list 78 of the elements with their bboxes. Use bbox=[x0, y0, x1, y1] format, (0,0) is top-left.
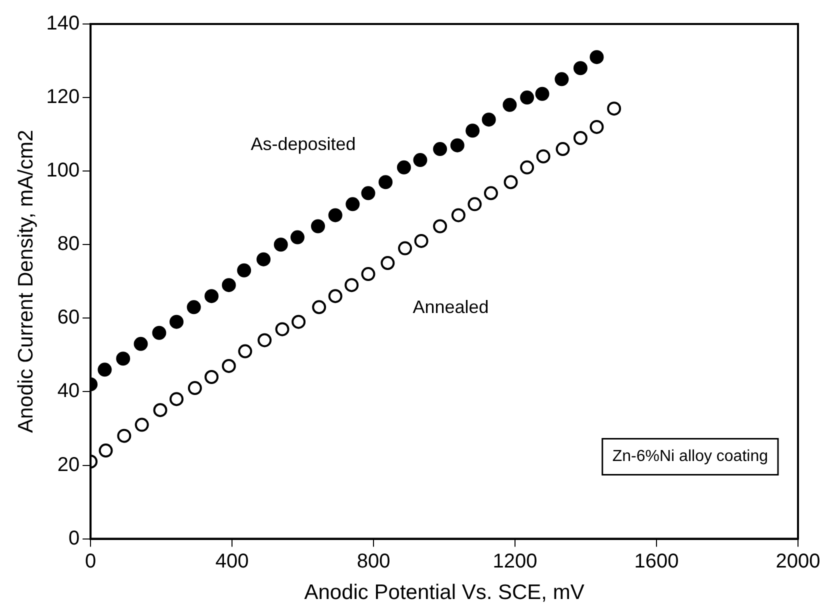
x-tick-label: 400 bbox=[215, 550, 249, 572]
point bbox=[378, 175, 393, 190]
point bbox=[204, 289, 219, 304]
point bbox=[258, 333, 272, 348]
y-tick-label: 0 bbox=[68, 527, 80, 550]
x-tick-label: 1200 bbox=[492, 550, 538, 572]
point bbox=[170, 314, 184, 329]
point bbox=[520, 90, 534, 105]
y-tick-label: 20 bbox=[57, 454, 80, 476]
point bbox=[484, 186, 498, 200]
point bbox=[346, 197, 360, 212]
point bbox=[536, 149, 550, 164]
y-tick-label: 80 bbox=[57, 233, 80, 256]
point bbox=[607, 102, 622, 116]
point bbox=[556, 142, 570, 156]
point bbox=[98, 444, 113, 458]
y-tick-label: 40 bbox=[57, 380, 80, 402]
point bbox=[520, 160, 534, 174]
point bbox=[396, 160, 411, 174]
y-tick-label: 60 bbox=[57, 306, 80, 329]
point bbox=[414, 234, 428, 248]
point bbox=[152, 326, 166, 340]
point bbox=[450, 138, 464, 152]
point bbox=[311, 219, 326, 234]
annotation: Zn-6%Ni alloy coating bbox=[612, 448, 768, 466]
point bbox=[238, 344, 252, 358]
point bbox=[535, 86, 550, 101]
point bbox=[98, 362, 112, 377]
point bbox=[502, 98, 517, 112]
point bbox=[134, 336, 148, 351]
point bbox=[554, 72, 569, 86]
point bbox=[573, 130, 588, 145]
text: Annealed bbox=[412, 296, 489, 317]
point bbox=[256, 252, 271, 266]
point bbox=[433, 219, 448, 234]
point bbox=[361, 267, 376, 282]
point bbox=[590, 120, 604, 134]
point bbox=[361, 186, 376, 200]
point bbox=[328, 289, 342, 304]
point bbox=[433, 142, 448, 156]
point bbox=[292, 314, 306, 329]
point bbox=[312, 300, 326, 314]
point bbox=[504, 175, 518, 190]
point bbox=[153, 403, 168, 418]
point bbox=[573, 61, 588, 76]
point bbox=[380, 256, 395, 270]
x-tick-label: 1600 bbox=[634, 550, 679, 572]
y-tick-label: 120 bbox=[46, 86, 80, 108]
point bbox=[274, 238, 288, 252]
x-axis-title: Anodic Potential Vs. SCE, mV bbox=[304, 581, 584, 604]
point bbox=[590, 50, 604, 64]
point bbox=[468, 197, 482, 212]
y-tick-label: 100 bbox=[46, 160, 80, 182]
point bbox=[290, 230, 304, 244]
point bbox=[237, 263, 252, 278]
point bbox=[186, 300, 201, 314]
y-tick-label: 140 bbox=[46, 12, 80, 35]
x-tick-label: 0 bbox=[85, 550, 96, 572]
x-tick-label: 2000 bbox=[776, 550, 820, 572]
series-label: As-deposited bbox=[250, 134, 356, 154]
point bbox=[482, 112, 496, 127]
point bbox=[398, 241, 412, 256]
point bbox=[188, 381, 202, 396]
point bbox=[451, 208, 466, 222]
point bbox=[222, 278, 236, 292]
point bbox=[204, 370, 219, 384]
point bbox=[134, 418, 149, 432]
point bbox=[344, 278, 359, 292]
point bbox=[170, 392, 184, 406]
point bbox=[222, 358, 236, 373]
point bbox=[413, 153, 428, 168]
y-axis-title: Anodic Current Density, mA/cm2 bbox=[14, 130, 38, 433]
point bbox=[328, 208, 342, 222]
point bbox=[466, 124, 480, 138]
point bbox=[117, 428, 132, 443]
point bbox=[116, 352, 130, 366]
point bbox=[275, 322, 290, 336]
x-tick-label: 800 bbox=[356, 550, 390, 572]
